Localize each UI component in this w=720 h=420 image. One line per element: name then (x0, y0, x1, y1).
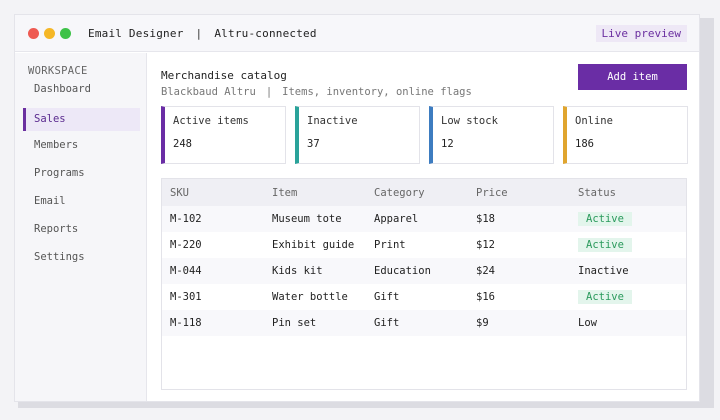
stat-value: 37 (307, 138, 320, 150)
column-header-category[interactable]: Category (374, 186, 425, 199)
cell-status: Active (570, 284, 686, 310)
cell-status: Active (570, 232, 686, 258)
sidebar-item-sales[interactable]: Sales (23, 108, 140, 131)
column-header-price[interactable]: Price (476, 186, 508, 199)
cell-item: Museum tote (272, 213, 342, 225)
stat-card-low-stock: Low stock 12 (429, 106, 554, 164)
sidebar-item-dashboard[interactable]: Dashboard (34, 83, 91, 95)
stats-row: Active items 248 Inactive 37 Low stock 1… (161, 106, 688, 164)
catalog-table: SKU Item Category Price Status M-102 Muse… (162, 179, 686, 336)
stat-label: Active items (173, 115, 249, 127)
window-controls (28, 27, 71, 39)
stat-label: Online (575, 115, 613, 127)
cell-sku: M-220 (170, 239, 202, 251)
cell-category: Apparel (374, 213, 419, 225)
column-header-item[interactable]: Item (272, 186, 298, 199)
cell-status: Low (570, 310, 686, 336)
sidebar-heading: WORKSPACE (28, 65, 88, 77)
cell-price: $24 (476, 265, 495, 277)
stat-value: 186 (575, 138, 594, 150)
sidebar-item-reports[interactable]: Reports (34, 223, 79, 235)
column-header-status[interactable]: Status (578, 186, 616, 199)
cell-item: Exhibit guide (272, 239, 355, 251)
cell-status: Active (570, 206, 686, 232)
sidebar-nav: Dashboard Sales Members Programs Email R… (15, 78, 147, 274)
maximize-window-button[interactable] (60, 27, 71, 39)
close-window-button[interactable] (28, 27, 39, 39)
stat-value: 12 (441, 138, 454, 150)
sidebar-item-programs[interactable]: Programs (34, 167, 85, 179)
sidebar-item-members[interactable]: Members (34, 139, 79, 151)
cell-sku: M-102 (170, 213, 202, 225)
cell-price: $9 (476, 317, 489, 329)
source-label: Blackbaud Altru (161, 86, 256, 98)
app-subtitle: Altru-connected (214, 26, 317, 40)
stat-card-inactive: Inactive 37 (295, 106, 420, 164)
cell-sku: M-118 (170, 317, 202, 329)
sidebar-item-settings[interactable]: Settings (34, 251, 85, 263)
cell-item: Water bottle (272, 291, 348, 303)
table-row[interactable]: M-301 Water bottle Gift $16 Active (162, 284, 686, 310)
catalog-table-container: SKU Item Category Price Status M-102 Muse… (161, 178, 687, 390)
table-row[interactable]: M-044 Kids kit Education $24 Inactive (162, 258, 686, 284)
minimize-window-button[interactable] (44, 27, 55, 39)
page-description: Items, inventory, online flags (282, 86, 472, 98)
app-window: Email Designer | Altru-connected Live pr… (14, 14, 700, 402)
cell-category: Print (374, 239, 406, 251)
add-item-button[interactable]: Add item (578, 64, 687, 90)
cell-price: $18 (476, 213, 495, 225)
app-title: Email Designer (88, 26, 184, 40)
live-preview-badge[interactable]: Live preview (595, 25, 687, 42)
title-separator: | (195, 26, 203, 40)
cell-category: Education (374, 265, 431, 277)
cell-category: Gift (374, 291, 400, 303)
cell-price: $12 (476, 239, 495, 251)
table-header-row: SKU Item Category Price Status (162, 179, 686, 206)
stat-card-online: Online 186 (563, 106, 688, 164)
cell-status: Inactive (570, 258, 686, 284)
page-subtitle: Blackbaud Altru | Items, inventory, online… (161, 86, 472, 98)
status-badge: Active (578, 212, 632, 226)
stat-value: 248 (173, 138, 192, 150)
table-row[interactable]: M-220 Exhibit guide Print $12 Active (162, 232, 686, 258)
cell-price: $16 (476, 291, 495, 303)
sidebar-item-email[interactable]: Email (34, 195, 66, 207)
stat-label: Low stock (441, 115, 498, 127)
subtitle-separator: | (265, 86, 273, 98)
column-header-sku[interactable]: SKU (170, 186, 189, 199)
table-row[interactable]: M-118 Pin set Gift $9 Low (162, 310, 686, 336)
status-badge: Low (578, 317, 597, 329)
status-badge: Active (578, 290, 632, 304)
status-badge: Active (578, 238, 632, 252)
title-bar: Email Designer | Altru-connected Live pr… (15, 15, 699, 52)
table-row[interactable]: M-102 Museum tote Apparel $18 Active (162, 206, 686, 232)
cell-category: Gift (374, 317, 400, 329)
stat-card-active-items: Active items 248 (161, 106, 286, 164)
cell-sku: M-301 (170, 291, 202, 303)
cell-item: Kids kit (272, 265, 323, 277)
main-content: Merchandise catalog Blackbaud Altru | Item… (161, 53, 699, 401)
cell-sku: M-044 (170, 265, 202, 277)
cell-item: Pin set (272, 317, 317, 329)
status-badge: Inactive (578, 265, 629, 277)
sidebar: WORKSPACE Dashboard Sales Members Progra… (15, 53, 147, 401)
stat-label: Inactive (307, 115, 358, 127)
page-title: Merchandise catalog (161, 69, 287, 82)
